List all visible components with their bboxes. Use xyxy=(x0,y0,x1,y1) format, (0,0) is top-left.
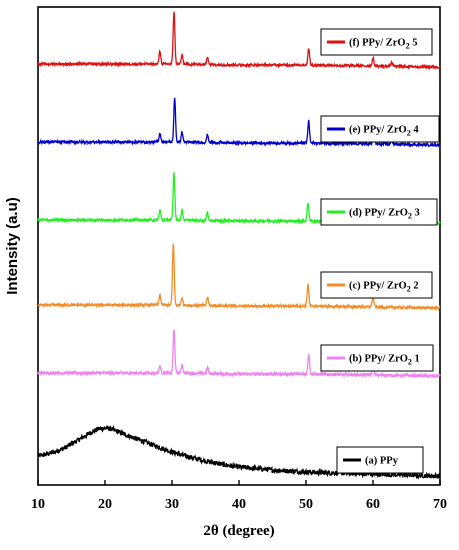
legend-label-5: (a) PPy xyxy=(365,456,399,467)
x-tick-label-3: 40 xyxy=(232,497,246,512)
x-tick-label-2: 30 xyxy=(165,497,179,512)
series-curves xyxy=(37,11,441,480)
legend-box-3 xyxy=(320,271,433,299)
legend-boxes: (f) PPy/ ZrO2 5 (e) PPy/ ZrO2 4 (d) PPy/ Z… xyxy=(320,28,440,474)
legend-2: (d) PPy/ ZrO2 3 xyxy=(320,198,438,226)
legend-1: (e) PPy/ ZrO2 4 xyxy=(320,115,440,143)
x-tick-label-6: 70 xyxy=(433,497,447,512)
x-tick-label-5: 60 xyxy=(366,497,380,512)
legend-5: (a) PPy xyxy=(336,446,424,474)
legend-4: (b) PPy/ ZrO2 1 xyxy=(320,344,434,372)
x-tick-label-0: 10 xyxy=(31,497,45,512)
x-tick-label-4: 50 xyxy=(299,497,313,512)
legend-label-2: (d) PPy/ ZrO2 3 xyxy=(349,208,420,221)
legend-label-1: (e) PPy/ ZrO2 4 xyxy=(349,125,419,138)
legend-0: (f) PPy/ ZrO2 5 xyxy=(320,28,433,56)
x-tick-label-1: 20 xyxy=(98,497,112,512)
series-line-5 xyxy=(37,11,441,71)
x-axis-title: 2θ (degree) xyxy=(203,523,274,539)
legend-label-3: (c) PPy/ ZrO2 2 xyxy=(349,281,419,294)
legend-label-4: (b) PPy/ ZrO2 1 xyxy=(349,354,420,367)
y-axis-title: Intensity (a.u) xyxy=(4,197,21,295)
x-axis-ticks: 10 20 30 40 50 60 70 xyxy=(31,480,447,512)
legend-label-0: (f) PPy/ ZrO2 5 xyxy=(349,38,417,51)
legend-3: (c) PPy/ ZrO2 2 xyxy=(320,271,433,299)
plot-area-frame xyxy=(37,6,441,486)
series-line-0 xyxy=(37,424,441,480)
